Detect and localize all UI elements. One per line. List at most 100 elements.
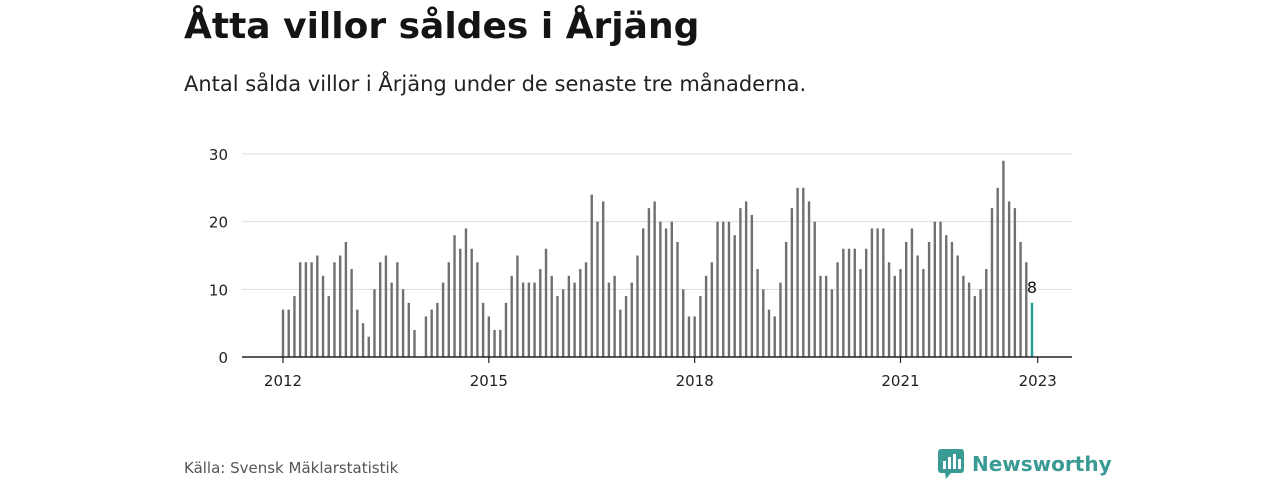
bar: [927, 241, 931, 357]
bar: [1002, 160, 1005, 357]
bar: [550, 275, 553, 357]
bar: [647, 208, 651, 357]
bar: [1007, 201, 1011, 357]
bar: [338, 255, 342, 357]
bar: [579, 269, 582, 357]
bar: [762, 289, 765, 357]
bar: [704, 275, 708, 357]
bar: [664, 228, 668, 357]
bar: [344, 241, 348, 357]
bar: [350, 269, 353, 357]
bar: [521, 282, 525, 357]
bar: [716, 221, 719, 357]
data-label: 8: [1027, 278, 1037, 297]
y-tick-label: 10: [209, 281, 228, 299]
bar: [613, 275, 616, 357]
bar: [447, 262, 451, 357]
bar: [390, 282, 393, 357]
bar: [676, 241, 679, 357]
bar: [945, 235, 948, 357]
bar: [470, 248, 473, 357]
bar: [316, 255, 319, 357]
bar: [464, 228, 468, 357]
bar: [567, 275, 571, 357]
bar: [287, 309, 290, 357]
bar: [493, 329, 496, 357]
bar: [304, 262, 308, 357]
y-tick-label: 30: [209, 146, 228, 164]
bar: [807, 201, 811, 357]
bar: [813, 221, 816, 357]
bar: [733, 235, 736, 357]
bar: [527, 282, 531, 357]
bar: [636, 255, 639, 357]
bar: [950, 241, 954, 357]
bar: [510, 275, 513, 357]
bar: [756, 269, 759, 357]
bar: [893, 275, 896, 357]
bar: [607, 282, 611, 357]
bar: [790, 208, 794, 357]
bar: [584, 262, 588, 357]
bar-chart: 0 10 20 30 2012 2015 2018 2021 2023 8: [209, 146, 1072, 390]
brand-logo: Newsworthy: [938, 449, 1112, 479]
bar: [916, 255, 919, 357]
bar: [773, 316, 776, 357]
bar: [281, 309, 285, 357]
bar: [853, 248, 856, 357]
bar: [784, 241, 788, 357]
y-tick-label: 0: [218, 349, 228, 367]
bar: [670, 221, 673, 357]
bar: [887, 262, 891, 357]
chart-subtitle: Antal sålda villor i Årjäng under de sen…: [184, 72, 807, 96]
bar: [407, 302, 410, 357]
bar: [973, 296, 977, 357]
bar: [573, 282, 576, 357]
bar: [710, 262, 714, 357]
bar: [682, 289, 685, 357]
bar: [996, 187, 999, 357]
bar: [819, 275, 822, 357]
bar: [619, 309, 622, 357]
bar: [824, 275, 828, 357]
bar: [1019, 241, 1022, 357]
bar: [905, 241, 908, 357]
bar: [293, 296, 296, 357]
bar: [750, 214, 754, 357]
bar: [830, 289, 834, 357]
bar: [310, 262, 313, 357]
bar: [847, 248, 851, 357]
bar: [487, 316, 491, 357]
bar: [601, 201, 605, 357]
bar: [796, 187, 799, 357]
bar: [596, 221, 599, 357]
bar: [516, 255, 519, 357]
bar: [590, 194, 593, 357]
source-note: Källa: Svensk Mäklarstatistik: [184, 459, 399, 477]
bar: [453, 235, 456, 357]
bar: [739, 208, 742, 357]
bar: [298, 262, 302, 357]
bar: [321, 275, 325, 357]
bar: [1025, 262, 1028, 357]
bar: [922, 269, 925, 357]
x-tick-label: 2021: [881, 372, 919, 390]
bar: [870, 228, 874, 357]
bar: [979, 289, 982, 357]
x-tick-label: 2018: [676, 372, 714, 390]
bar: [481, 302, 485, 357]
bar: [630, 282, 633, 357]
bar: [1030, 302, 1034, 357]
chart-title: Åtta villor såldes i Årjäng: [184, 6, 700, 47]
bar: [653, 201, 656, 357]
bar: [859, 269, 862, 357]
bar: [459, 248, 462, 357]
bar: [624, 296, 628, 357]
bar: [967, 282, 971, 357]
brand-name: Newsworthy: [972, 452, 1112, 476]
bar: [842, 248, 845, 357]
bar: [727, 221, 731, 357]
bar: [441, 282, 445, 357]
bar: [544, 248, 548, 357]
bar: [876, 228, 879, 357]
